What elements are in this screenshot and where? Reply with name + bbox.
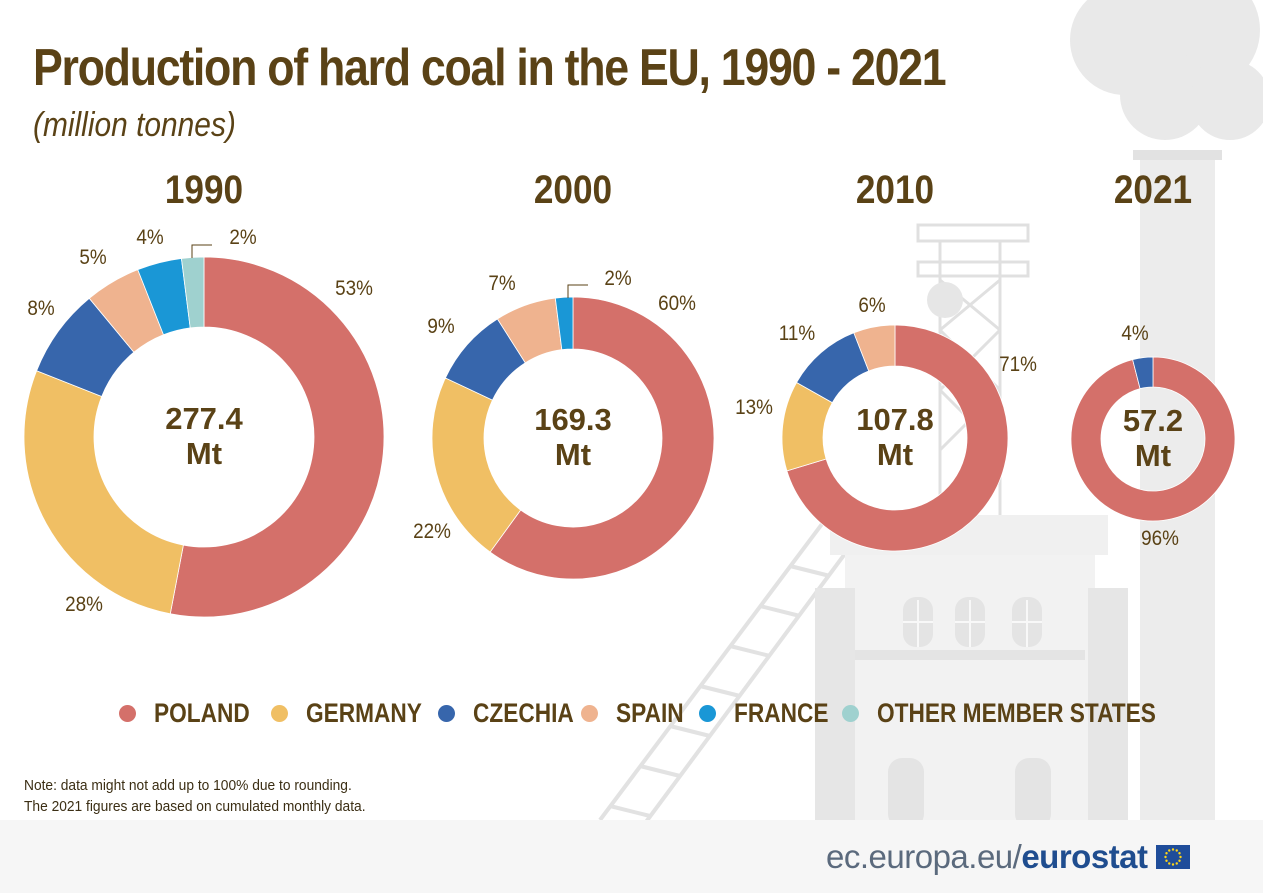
page-subtitle: (million tonnes) <box>33 106 236 144</box>
page-title: Production of hard coal in the EU, 1990 … <box>33 39 947 97</box>
donut-chart-2021: 2021 96% 4% 57.2Mt <box>1070 167 1236 550</box>
center-total: 57.2 <box>1123 403 1183 438</box>
center-unit: Mt <box>877 437 913 472</box>
data-label: 9% <box>427 315 455 338</box>
chart-year-label: 1990 <box>165 167 243 212</box>
legend-swatch-germany <box>271 705 288 722</box>
data-label: 6% <box>858 294 886 317</box>
legend-label: CZECHIA <box>473 698 574 728</box>
data-label: 8% <box>27 297 55 320</box>
leader-line <box>191 244 212 258</box>
chart-year-label: 2010 <box>856 167 934 212</box>
donut-chart-2010: 2010 71% 13% 11% 6% 107.8Mt <box>735 167 1037 552</box>
data-label: 2% <box>229 226 257 249</box>
legend-label: POLAND <box>154 698 250 728</box>
legend-item-germany: GERMANY <box>271 698 444 729</box>
legend-item-czechia: CZECHIA <box>438 698 593 729</box>
slice-spain <box>853 324 896 372</box>
legend-label: SPAIN <box>616 698 684 728</box>
data-label: 2% <box>604 267 632 290</box>
legend: POLAND GERMANY CZECHIA SPAIN FRANCE OTHE… <box>0 698 1263 738</box>
slice-poland <box>169 256 385 618</box>
data-label: 53% <box>335 277 373 300</box>
legend-label: FRANCE <box>734 698 829 728</box>
center-unit: Mt <box>555 437 591 472</box>
slice-poland <box>1070 356 1236 522</box>
eurostat-logo[interactable]: eurostat <box>1021 838 1148 875</box>
footer-brand[interactable]: ec.europa.eu/ eurostat <box>826 838 1190 876</box>
center-unit: Mt <box>186 436 222 471</box>
data-label: 22% <box>413 520 451 543</box>
legend-item-other: OTHER MEMBER STATES <box>842 698 1209 729</box>
slice-poland <box>786 324 1009 552</box>
data-label: 13% <box>735 396 773 419</box>
slice-czechia <box>1132 356 1154 390</box>
center-total: 277.4 <box>165 401 243 436</box>
legend-item-spain: SPAIN <box>581 698 697 729</box>
footnote-line: Note: data might not add up to 100% due … <box>24 778 352 794</box>
slice-other-member-states <box>180 256 205 329</box>
legend-label: GERMANY <box>306 698 422 728</box>
footer-url[interactable]: ec.europa.eu/ <box>826 838 1022 875</box>
data-label: 7% <box>488 272 516 295</box>
leader-line <box>567 284 588 298</box>
data-label: 4% <box>1121 322 1149 345</box>
slice-france <box>554 296 574 351</box>
center-total: 169.3 <box>534 402 612 437</box>
slice-germany <box>23 370 184 615</box>
slice-poland <box>489 296 715 580</box>
footnote: Note: data might not add up to 100% due … <box>24 776 366 818</box>
legend-swatch-france <box>699 705 716 722</box>
center-total: 107.8 <box>856 402 934 437</box>
eu-flag-icon <box>1155 845 1190 869</box>
legend-swatch-spain <box>581 705 598 722</box>
data-label: 96% <box>1141 527 1179 550</box>
center-unit: Mt <box>1135 438 1171 473</box>
data-label: 71% <box>999 353 1037 376</box>
chart-year-label: 2000 <box>534 167 612 212</box>
footnote-line: The 2021 figures are based on cumulated … <box>24 799 366 815</box>
data-label: 60% <box>658 292 696 315</box>
legend-item-poland: POLAND <box>119 698 268 729</box>
data-label: 5% <box>79 246 107 269</box>
chart-year-label: 2021 <box>1114 167 1192 212</box>
legend-label: OTHER MEMBER STATES <box>877 698 1156 728</box>
legend-swatch-other <box>842 705 859 722</box>
data-label: 28% <box>65 593 103 616</box>
legend-swatch-czechia <box>438 705 455 722</box>
data-label: 4% <box>136 226 164 249</box>
donut-chart-1990: 1990 53% 28% 8% 5% 4% 2% 277.4Mt <box>23 167 385 618</box>
donut-chart-2000: 2000 60% 22% 9% 7% 2% 169.3Mt <box>413 167 715 580</box>
legend-item-france: FRANCE <box>699 698 847 729</box>
legend-swatch-poland <box>119 705 136 722</box>
data-label: 11% <box>779 322 816 345</box>
